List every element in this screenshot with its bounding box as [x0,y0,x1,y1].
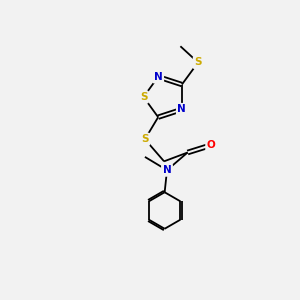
Text: S: S [194,58,202,68]
Text: N: N [163,165,171,175]
Text: N: N [154,72,163,82]
Text: O: O [207,140,215,150]
Text: S: S [141,134,149,144]
Text: N: N [178,104,186,115]
Text: S: S [140,92,147,102]
